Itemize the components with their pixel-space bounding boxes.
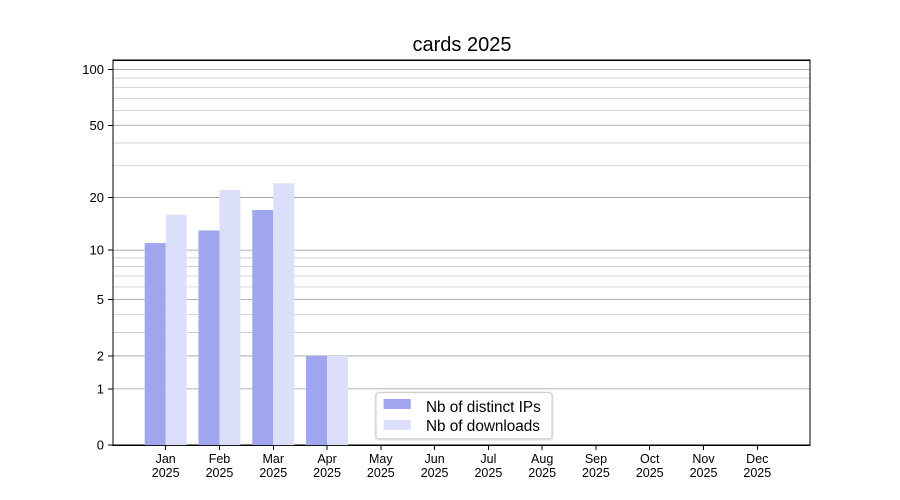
svg-text:2: 2 bbox=[97, 348, 104, 363]
svg-text:0: 0 bbox=[97, 438, 104, 453]
svg-text:cards 2025: cards 2025 bbox=[413, 34, 512, 56]
svg-text:Feb: Feb bbox=[209, 452, 231, 466]
svg-text:10: 10 bbox=[90, 243, 104, 258]
svg-text:2025: 2025 bbox=[259, 466, 287, 480]
svg-text:2025: 2025 bbox=[367, 466, 395, 480]
svg-text:Mar: Mar bbox=[262, 452, 284, 466]
svg-text:2025: 2025 bbox=[636, 466, 664, 480]
svg-text:2025: 2025 bbox=[528, 466, 556, 480]
svg-text:Nov: Nov bbox=[692, 452, 715, 466]
svg-text:Nb of distinct IPs: Nb of distinct IPs bbox=[426, 399, 541, 416]
svg-text:Sep: Sep bbox=[585, 452, 607, 466]
svg-text:2025: 2025 bbox=[690, 466, 718, 480]
svg-text:Jan: Jan bbox=[156, 452, 176, 466]
svg-text:2025: 2025 bbox=[582, 466, 610, 480]
svg-text:Apr: Apr bbox=[317, 452, 336, 466]
svg-text:2025: 2025 bbox=[474, 466, 502, 480]
svg-text:May: May bbox=[369, 452, 393, 466]
svg-text:50: 50 bbox=[90, 118, 104, 133]
svg-text:5: 5 bbox=[97, 292, 104, 307]
svg-text:1: 1 bbox=[97, 381, 104, 396]
svg-text:Jul: Jul bbox=[480, 452, 496, 466]
svg-text:20: 20 bbox=[90, 190, 104, 205]
svg-text:2025: 2025 bbox=[313, 466, 341, 480]
svg-text:Oct: Oct bbox=[640, 452, 660, 466]
svg-text:Dec: Dec bbox=[746, 452, 768, 466]
svg-text:2025: 2025 bbox=[743, 466, 771, 480]
svg-text:2025: 2025 bbox=[421, 466, 449, 480]
svg-text:2025: 2025 bbox=[206, 466, 234, 480]
svg-text:100: 100 bbox=[82, 62, 104, 77]
svg-text:Jun: Jun bbox=[425, 452, 445, 466]
svg-text:Nb of downloads: Nb of downloads bbox=[426, 418, 540, 435]
svg-text:Aug: Aug bbox=[531, 452, 553, 466]
svg-text:2025: 2025 bbox=[152, 466, 180, 480]
